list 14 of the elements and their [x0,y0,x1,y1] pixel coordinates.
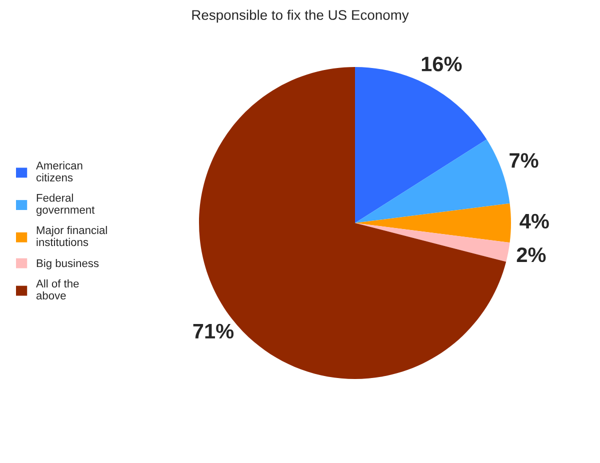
legend-label: Federal government [36,194,95,216]
data-label: 2% [516,247,546,262]
legend-label: Big business [36,259,99,270]
data-label: 4% [520,214,549,229]
pie-slice [355,139,510,223]
legend-label: All of the above [36,279,79,300]
legend-label: American citizens [36,161,82,182]
chart-title: Responsible to fix the US Economy [192,10,409,23]
data-label: 7% [510,153,538,168]
data-label: 16% [422,56,462,72]
data-label: 71% [193,324,234,339]
pie-slice [355,203,511,243]
pie-slice [355,223,510,262]
legend-label: Major financial institutions [36,226,107,246]
